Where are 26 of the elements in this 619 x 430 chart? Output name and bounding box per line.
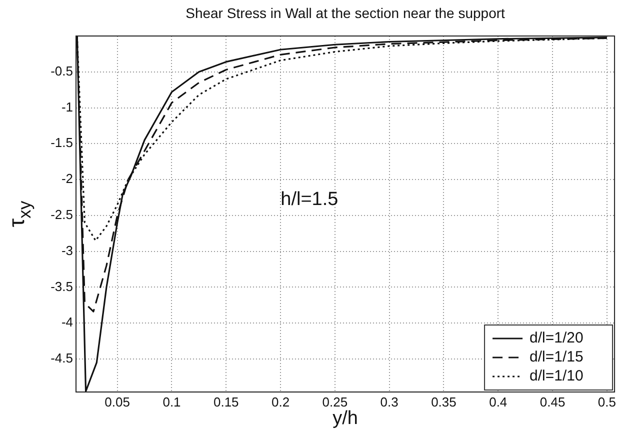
x-tick-label: 0.4	[489, 394, 508, 410]
x-tick-label: 0.35	[431, 394, 456, 410]
x-tick-label: 0.1	[162, 394, 181, 410]
y-tick-label: -1	[61, 99, 73, 114]
x-tick-label: 0.3	[380, 394, 398, 410]
x-tick-label: 0.2	[271, 394, 290, 410]
x-tick-label: 0.45	[540, 394, 566, 410]
legend-label: d/l=1/20	[530, 330, 584, 347]
chart-title: Shear Stress in Wall at the section near the support	[186, 4, 506, 21]
x-tick-label: 0.5	[598, 394, 616, 410]
y-axis-title: τxy	[4, 200, 35, 228]
y-tick-label: -2.5	[50, 207, 73, 222]
y-tick-label: -3.5	[50, 278, 73, 294]
annotation: h/l=1.5	[280, 188, 338, 210]
x-axis-title: y/h	[332, 408, 358, 430]
y-tick-label: -4	[61, 314, 73, 330]
legend-label: d/l=1/10	[530, 368, 584, 385]
y-tick-label: -2	[61, 171, 73, 186]
legend-label: d/l=1/15	[530, 348, 584, 366]
y-tick-label: -4.5	[50, 350, 73, 366]
y-tick-label: -1.5	[50, 135, 73, 150]
x-tick-label: 0.25	[322, 394, 348, 410]
x-tick-label: 0.15	[213, 394, 239, 410]
y-tick-label: -3	[61, 242, 73, 258]
y-tick-label: -0.5	[50, 63, 73, 78]
x-tick-label: 0.05	[104, 394, 130, 410]
